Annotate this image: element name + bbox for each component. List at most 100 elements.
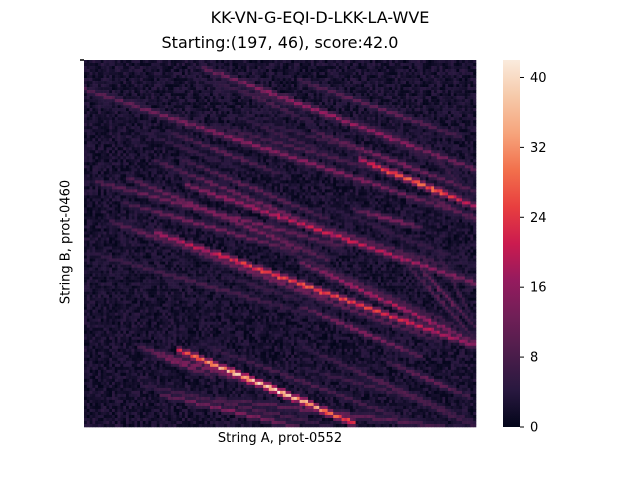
heatmap-cell: [86, 117, 90, 121]
heatmap-cell: [212, 147, 216, 151]
heatmap-cell: [456, 159, 460, 163]
heatmap-cell: [218, 81, 222, 85]
heatmap-cell: [240, 93, 244, 97]
heatmap-cell: [338, 126, 342, 130]
heatmap-cell: [285, 150, 289, 154]
heatmap-cell: [436, 108, 440, 112]
heatmap-cell: [302, 69, 306, 73]
heatmap-cell: [173, 111, 177, 115]
heatmap-cell: [120, 162, 124, 166]
heatmap-cell: [165, 162, 169, 166]
heatmap-cell: [338, 75, 342, 79]
heatmap-cell: [366, 78, 370, 82]
heatmap-cell: [344, 126, 348, 130]
heatmap-cell: [280, 75, 284, 79]
heatmap-cell: [280, 159, 284, 163]
heatmap-cell: [148, 129, 152, 133]
heatmap-cell: [159, 102, 163, 106]
heatmap-cell: [184, 72, 188, 76]
heatmap-cell: [198, 99, 202, 103]
heatmap-cell: [235, 129, 239, 133]
heatmap-cell: [243, 135, 247, 139]
heatmap-cell: [176, 132, 180, 136]
heatmap-cell: [263, 111, 267, 115]
heatmap-cell: [302, 150, 306, 154]
heatmap-cell: [95, 66, 99, 70]
heatmap-cell: [201, 138, 205, 142]
heatmap-cell: [89, 117, 93, 121]
heatmap-cell: [156, 114, 160, 118]
heatmap-cell: [442, 117, 446, 121]
heatmap-cell: [422, 99, 426, 103]
heatmap-cell: [263, 114, 267, 118]
heatmap-cell: [411, 135, 415, 139]
heatmap-cell: [156, 135, 160, 139]
heatmap-cell: [425, 81, 429, 85]
heatmap-cell: [473, 96, 477, 100]
heatmap-cell: [145, 105, 149, 109]
heatmap-cell: [436, 105, 440, 109]
heatmap-cell: [103, 132, 107, 136]
heatmap-cell: [243, 69, 247, 73]
heatmap-cell: [400, 144, 404, 148]
heatmap-cell: [280, 150, 284, 154]
heatmap-cell: [445, 138, 449, 142]
heatmap-cell: [341, 147, 345, 151]
heatmap-cell: [212, 114, 216, 118]
heatmap-cell: [207, 96, 211, 100]
heatmap-cell: [406, 60, 410, 64]
heatmap-cell: [148, 156, 152, 160]
heatmap-cell: [397, 147, 401, 151]
heatmap-cell: [414, 159, 418, 163]
heatmap-cell: [162, 96, 166, 100]
heatmap-cell: [338, 144, 342, 148]
heatmap-cell: [439, 114, 443, 118]
heatmap-cell: [330, 75, 334, 79]
heatmap-cell: [285, 105, 289, 109]
heatmap-cell: [344, 84, 348, 88]
heatmap-cell: [294, 114, 298, 118]
heatmap-cell: [226, 162, 230, 166]
heatmap-cell: [372, 72, 376, 76]
heatmap-cell: [224, 135, 228, 139]
heatmap-cell: [114, 69, 118, 73]
heatmap-cell: [168, 135, 172, 139]
heatmap-cell: [420, 117, 424, 121]
heatmap-cell: [86, 165, 90, 169]
heatmap-cell: [212, 105, 216, 109]
heatmap-cell: [305, 72, 309, 76]
heatmap-cell: [224, 126, 228, 130]
heatmap-cell: [182, 165, 186, 169]
heatmap-cell: [112, 144, 116, 148]
heatmap-cell: [344, 63, 348, 67]
heatmap-cell: [184, 90, 188, 94]
heatmap-cell: [282, 144, 286, 148]
heatmap-cell: [179, 120, 183, 124]
heatmap-cell: [428, 69, 432, 73]
heatmap-cell: [120, 105, 124, 109]
heatmap-cell: [425, 102, 429, 106]
heatmap-cell: [260, 78, 264, 82]
heatmap-cell: [268, 141, 272, 145]
heatmap-cell: [459, 135, 463, 139]
heatmap-cell: [137, 93, 141, 97]
heatmap-cell: [151, 114, 155, 118]
heatmap-cell: [179, 159, 183, 163]
heatmap-cell: [184, 69, 188, 73]
heatmap-cell: [389, 135, 393, 139]
heatmap-cell: [383, 159, 387, 163]
heatmap-cell: [327, 93, 331, 97]
heatmap-cell: [109, 78, 113, 82]
heatmap-cell: [182, 135, 186, 139]
heatmap-cell: [414, 129, 418, 133]
heatmap-cell: [406, 141, 410, 145]
heatmap-cell: [154, 144, 158, 148]
heatmap-cell: [229, 135, 233, 139]
heatmap-cell: [257, 126, 261, 130]
heatmap-cell: [420, 114, 424, 118]
heatmap-cell: [137, 84, 141, 88]
heatmap-cell: [473, 66, 477, 70]
heatmap-cell: [159, 150, 163, 154]
heatmap-cell: [109, 105, 113, 109]
heatmap-cell: [450, 138, 454, 142]
